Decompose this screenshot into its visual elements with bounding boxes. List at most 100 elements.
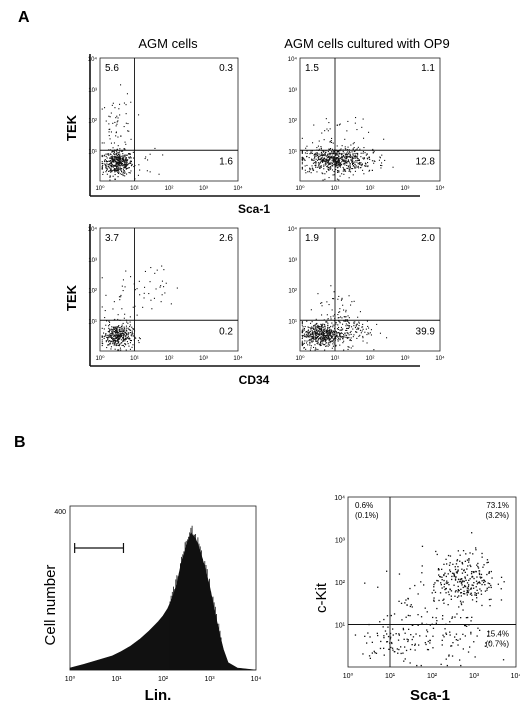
event-dot: [108, 337, 110, 339]
event-dot: [347, 325, 349, 327]
event-dot: [365, 154, 367, 156]
event-dot: [344, 146, 346, 148]
event-dot: [411, 606, 413, 608]
event-dot: [122, 333, 124, 335]
event-dot: [345, 156, 347, 158]
event-dot: [122, 337, 124, 339]
event-dot: [306, 145, 308, 147]
plot-frame: [99, 57, 239, 182]
event-dot: [348, 322, 350, 324]
event-dot: [319, 333, 321, 335]
event-dot: [112, 166, 114, 168]
event-dot: [325, 152, 327, 154]
event-dot: [129, 157, 131, 159]
event-dot: [318, 334, 320, 336]
event-dot: [366, 153, 368, 155]
event-dot: [440, 584, 442, 586]
event-dot: [349, 339, 351, 341]
event-dot: [383, 138, 385, 140]
event-dot: [330, 140, 332, 142]
event-dot: [457, 570, 459, 572]
quadrant-ul-subvalue: (0.1%): [355, 511, 379, 520]
event-dot: [360, 156, 362, 158]
event-dot: [369, 657, 371, 659]
event-dot: [122, 162, 124, 164]
event-dot: [117, 332, 119, 334]
event-dot: [118, 169, 120, 171]
event-dot: [363, 157, 365, 159]
event-dot: [321, 305, 323, 307]
event-dot: [332, 345, 334, 347]
event-dot: [461, 581, 463, 584]
event-dot: [112, 160, 114, 162]
event-dot: [470, 633, 472, 635]
event-dot: [317, 293, 319, 295]
event-dot: [464, 584, 466, 587]
event-dot: [386, 570, 388, 572]
event-dot: [117, 161, 119, 163]
event-dot: [326, 155, 328, 157]
event-dot: [335, 159, 337, 161]
event-dot: [350, 171, 352, 173]
event-dot: [112, 122, 114, 124]
event-dot: [324, 338, 326, 340]
event-dot: [116, 335, 118, 337]
event-dot: [454, 578, 457, 580]
event-dot: [447, 604, 449, 606]
event-dot: [322, 159, 324, 161]
event-dot: [303, 347, 305, 349]
event-dot: [381, 154, 383, 156]
event-dot: [344, 316, 346, 318]
event-dot: [314, 338, 316, 340]
event-dot: [101, 154, 103, 156]
event-dot: [324, 154, 326, 156]
event-dot: [320, 154, 322, 156]
event-dot: [317, 335, 319, 337]
event-dot: [332, 174, 334, 176]
event-dot: [354, 170, 356, 172]
event-dot: [105, 160, 107, 162]
event-dot: [334, 164, 336, 166]
event-dot: [129, 153, 131, 155]
event-dot: [123, 161, 125, 163]
event-dot: [106, 165, 108, 167]
event-dot: [108, 115, 110, 117]
event-dot: [470, 588, 472, 590]
event-dot: [429, 624, 431, 626]
event-dot: [367, 166, 369, 168]
event-dot: [101, 163, 103, 165]
event-dot: [320, 147, 322, 149]
event-dot: [106, 161, 108, 163]
event-dot: [461, 563, 464, 565]
event-dot: [122, 157, 124, 159]
event-dot: [453, 584, 455, 586]
event-dot: [379, 621, 381, 623]
event-dot: [115, 117, 117, 119]
event-dot: [387, 626, 389, 628]
event-dot: [323, 330, 325, 332]
event-dot: [471, 571, 473, 573]
event-dot: [369, 636, 371, 638]
event-dot: [414, 649, 416, 651]
event-dot: [340, 148, 342, 150]
event-dot: [328, 148, 330, 150]
event-dot: [357, 328, 359, 330]
event-dot: [340, 153, 342, 155]
event-dot: [118, 160, 120, 162]
event-dot: [314, 156, 316, 158]
event-dot: [333, 341, 335, 343]
event-dot: [457, 589, 460, 591]
event-dot: [103, 155, 105, 157]
event-dot: [351, 168, 353, 170]
event-dot: [129, 342, 131, 344]
event-dot: [321, 160, 323, 162]
event-dot: [328, 162, 330, 164]
event-dot: [320, 340, 322, 342]
event-dot: [320, 323, 322, 325]
event-dot: [405, 649, 408, 652]
event-dot: [459, 560, 461, 562]
event-dot: [349, 153, 351, 155]
event-dot: [354, 157, 356, 159]
